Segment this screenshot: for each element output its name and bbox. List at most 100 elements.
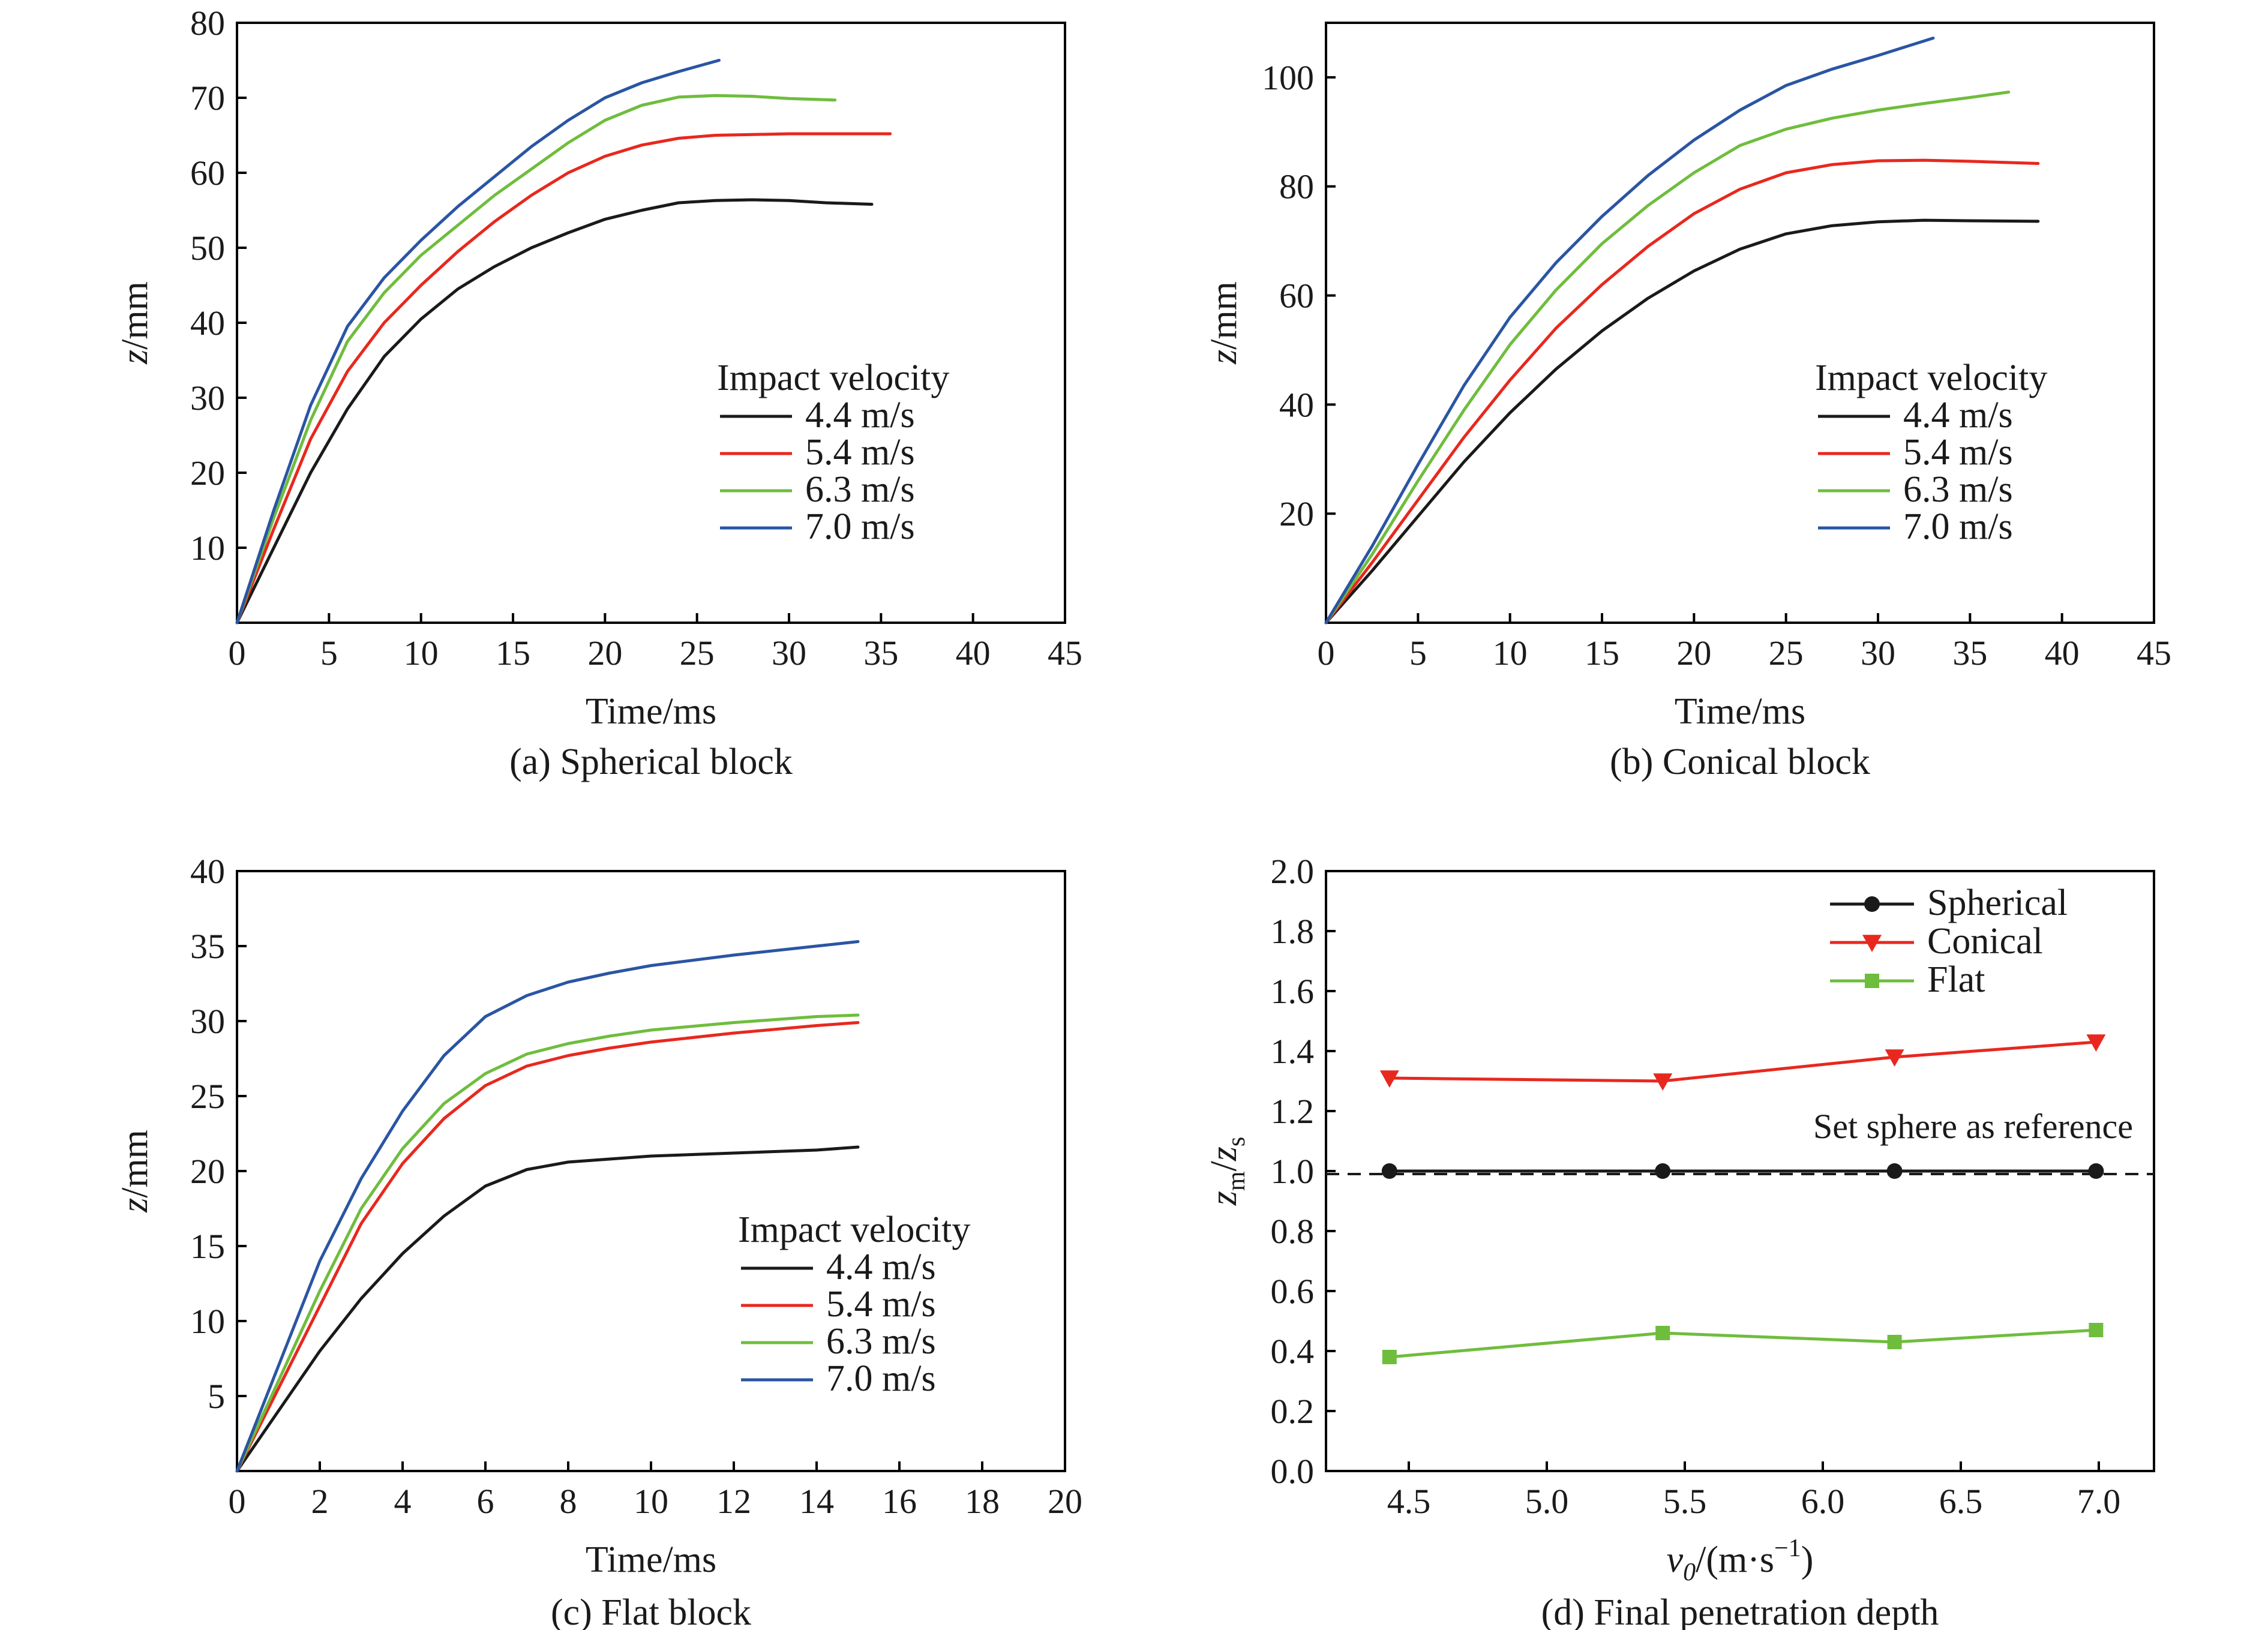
x-tick-label: 10 bbox=[1493, 634, 1528, 673]
data-point bbox=[1886, 1163, 1903, 1179]
series-6-3-m-s bbox=[1324, 91, 2011, 625]
series-4-4-m-s bbox=[235, 198, 874, 625]
legend-label: 4.4 m/s bbox=[826, 1247, 936, 1287]
series-line bbox=[1324, 218, 2040, 625]
series-line bbox=[1388, 1040, 2098, 1083]
legend-label: 4.4 m/s bbox=[805, 395, 915, 436]
y-tick-label: 35 bbox=[190, 927, 225, 966]
legend-label: 5.4 m/s bbox=[826, 1284, 936, 1325]
x-tick-label: 30 bbox=[1861, 634, 1895, 673]
series-line bbox=[235, 198, 874, 625]
y-tick-label: 80 bbox=[1279, 167, 1314, 206]
series-line bbox=[235, 59, 721, 625]
y-tick-label: 1.0 bbox=[1271, 1152, 1315, 1191]
y-tick-label: 5 bbox=[208, 1377, 225, 1416]
x-tick-label: 6.5 bbox=[1939, 1482, 1983, 1521]
legend-label: 5.4 m/s bbox=[805, 432, 915, 473]
y-tick-label: 20 bbox=[190, 1152, 225, 1191]
x-tick-label: 0 bbox=[229, 634, 246, 673]
series-line bbox=[235, 1013, 860, 1473]
x-tick-label: 35 bbox=[863, 634, 898, 673]
series-spherical bbox=[1381, 1163, 2104, 1179]
series-5-4-m-s bbox=[235, 132, 892, 625]
x-tick-label: 8 bbox=[560, 1482, 577, 1521]
y-tick-label: 0.4 bbox=[1271, 1332, 1315, 1371]
x-tick-label: 20 bbox=[1676, 634, 1711, 673]
x-tick-label: 20 bbox=[1048, 1482, 1082, 1521]
y-axis-label: z/mm bbox=[115, 1130, 155, 1213]
data-point bbox=[1381, 1163, 1397, 1179]
data-point bbox=[1887, 1335, 1902, 1349]
panel-caption: (d) Final penetration depth bbox=[1541, 1592, 1939, 1630]
series-line bbox=[235, 1021, 860, 1473]
series-5-4-m-s bbox=[235, 1021, 860, 1473]
y-tick-label: 20 bbox=[190, 454, 225, 493]
y-tick-label: 0.8 bbox=[1271, 1212, 1315, 1251]
x-tick-label: 45 bbox=[1048, 634, 1082, 673]
x-tick-label: 16 bbox=[882, 1482, 917, 1521]
legend-label: 6.3 m/s bbox=[805, 469, 915, 510]
y-axis-label: z/mm bbox=[115, 281, 155, 365]
y-tick-label: 1.6 bbox=[1271, 972, 1315, 1011]
data-point bbox=[1382, 1350, 1397, 1364]
y-tick-label: 10 bbox=[190, 529, 225, 568]
y-tick-label: 40 bbox=[1279, 385, 1314, 424]
series-6-3-m-s bbox=[235, 1013, 860, 1473]
panel-caption: (a) Spherical block bbox=[509, 742, 793, 782]
y-axis-label: z/mm bbox=[1204, 281, 1244, 365]
series-line bbox=[1388, 1328, 2098, 1359]
legend-label: Spherical bbox=[1927, 882, 2068, 923]
legend-title: Impact velocity bbox=[717, 358, 949, 398]
data-point bbox=[1655, 1326, 1670, 1340]
series-line bbox=[1324, 37, 1935, 625]
data-point bbox=[1653, 1073, 1673, 1091]
panel-b: 0 5 10 15 20 25 30 35 40 45 20 40 60 80 100 Impact velo… bbox=[1204, 22, 2171, 782]
legend-label: 7.0 m/s bbox=[805, 506, 915, 547]
series-line bbox=[235, 132, 892, 625]
x-tick-label: 20 bbox=[587, 634, 622, 673]
x-tick-label: 14 bbox=[799, 1482, 834, 1521]
x-tick-label: 40 bbox=[956, 634, 991, 673]
y-tick-label: 15 bbox=[190, 1227, 225, 1266]
y-tick-label: 25 bbox=[190, 1077, 225, 1116]
plot-frame bbox=[236, 870, 1066, 1472]
x-tick-label: 12 bbox=[716, 1482, 751, 1521]
data-point bbox=[1864, 896, 1880, 912]
y-tick-label: 60 bbox=[1279, 277, 1314, 316]
y-tick-label: 40 bbox=[190, 852, 225, 891]
series-7-0-m-s bbox=[1324, 37, 1935, 625]
x-axis-label: Time/ms bbox=[586, 1539, 716, 1580]
y-tick-label: 1.8 bbox=[1271, 912, 1315, 951]
x-axis-label: Time/ms bbox=[586, 691, 716, 732]
legend-label: 7.0 m/s bbox=[826, 1358, 936, 1399]
data-point bbox=[2086, 1034, 2106, 1052]
x-tick-label: 30 bbox=[772, 634, 806, 673]
x-tick-label: 10 bbox=[634, 1482, 668, 1521]
panel-a: 0 5 10 15 20 25 30 35 40 45 10 20 30 40 50 60 70 80 Impact… bbox=[115, 4, 1082, 782]
x-tick-label: 0 bbox=[229, 1482, 246, 1521]
x-tick-label: 6 bbox=[477, 1482, 494, 1521]
data-point bbox=[1655, 1163, 1671, 1179]
series-6-3-m-s bbox=[235, 94, 837, 625]
x-tick-label: 10 bbox=[404, 634, 439, 673]
x-tick-label: 5 bbox=[1409, 634, 1427, 673]
series-line bbox=[1324, 91, 2011, 625]
series-4-4-m-s bbox=[1324, 218, 2040, 625]
series-flat bbox=[1382, 1323, 2104, 1364]
panel-d: 4.5 5.0 5.5 6.0 6.5 7.0 0.0 0.2 0.4 0.6 0.8 1.0 1.2 1… bbox=[1204, 852, 2155, 1630]
series-7-0-m-s bbox=[235, 59, 721, 625]
y-tick-label: 30 bbox=[190, 1002, 225, 1041]
x-tick-label: 45 bbox=[2137, 634, 2171, 673]
y-tick-label: 40 bbox=[190, 304, 225, 343]
panel-caption: (b) Conical block bbox=[1610, 742, 1870, 782]
panel-c: 0 2 4 6 8 10 12 14 16 18 20 5 10 15 20 25 30 35 40 Impact v… bbox=[115, 852, 1082, 1630]
x-tick-label: 15 bbox=[496, 634, 530, 673]
y-tick-label: 0.2 bbox=[1271, 1392, 1315, 1431]
series-7-0-m-s bbox=[235, 940, 860, 1473]
x-tick-label: 5.0 bbox=[1525, 1482, 1569, 1521]
x-tick-label: 40 bbox=[2045, 634, 2080, 673]
